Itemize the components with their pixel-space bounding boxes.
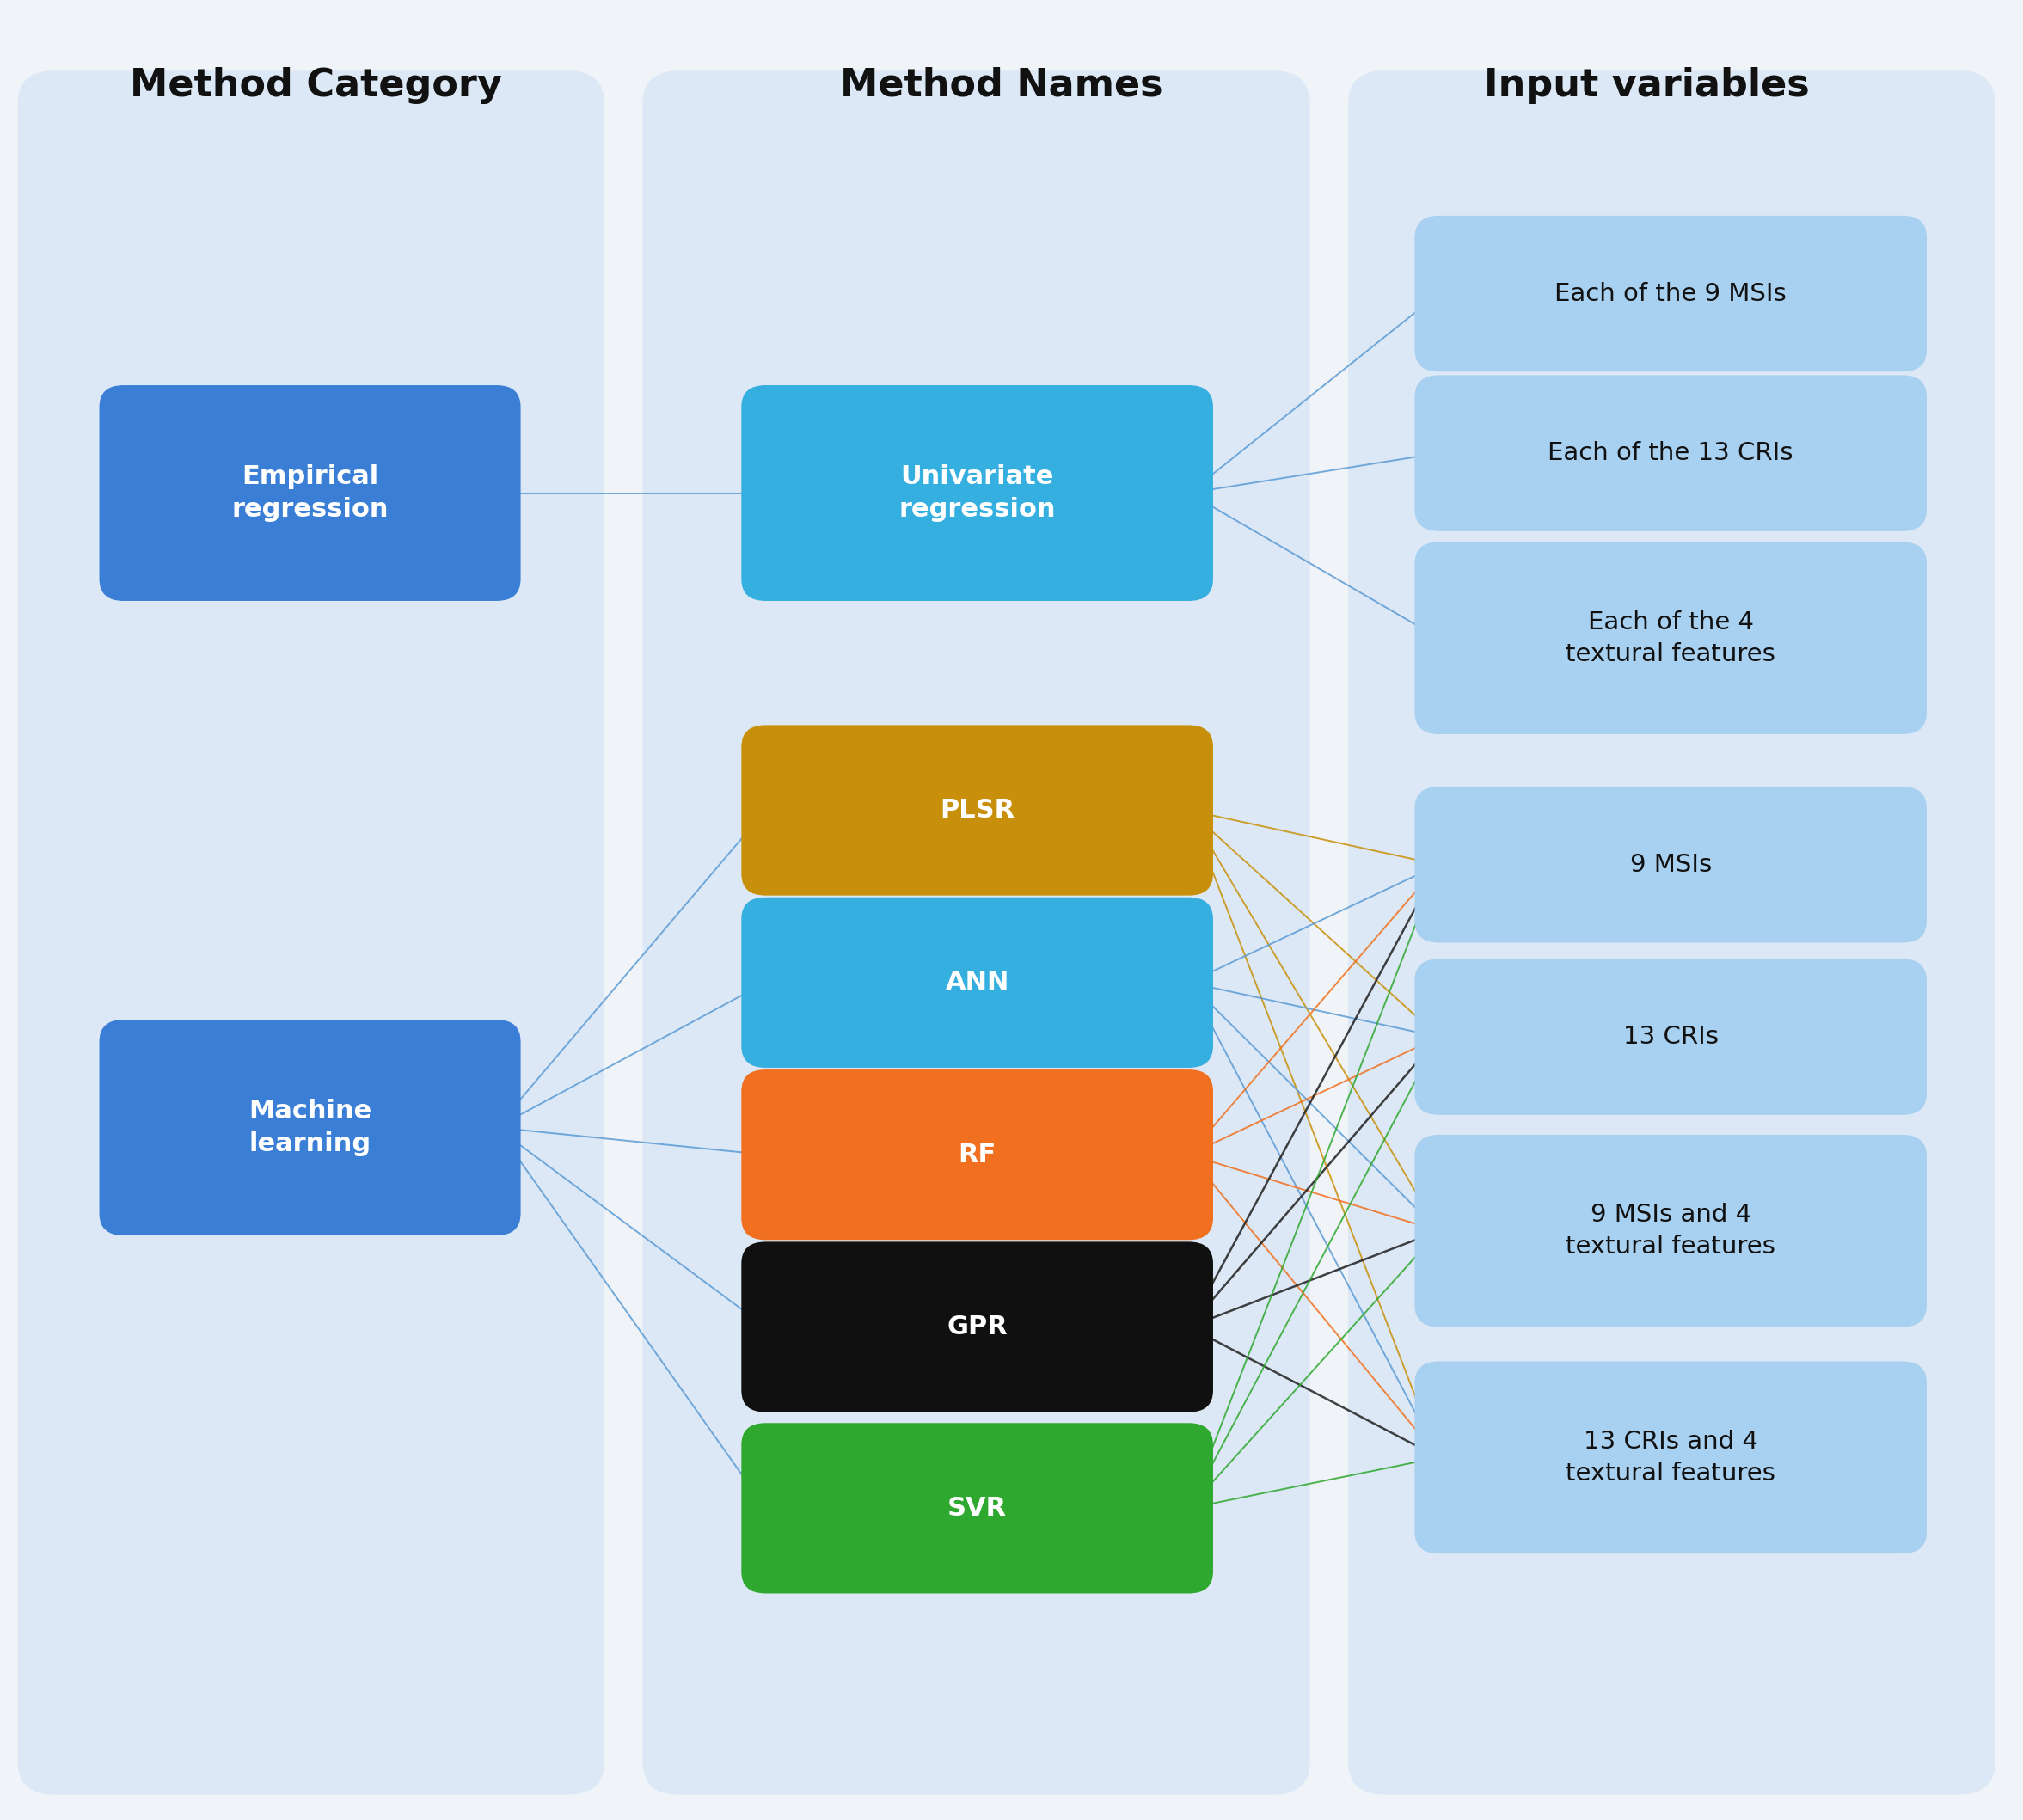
Text: Empirical
regression: Empirical regression	[231, 464, 388, 522]
FancyBboxPatch shape	[1414, 959, 1926, 1116]
FancyBboxPatch shape	[740, 1241, 1214, 1412]
FancyBboxPatch shape	[99, 1019, 520, 1236]
Text: Input variables: Input variables	[1483, 67, 1809, 104]
Text: PLSR: PLSR	[941, 797, 1016, 823]
Text: 13 CRIs: 13 CRIs	[1622, 1025, 1718, 1048]
Text: ANN: ANN	[945, 970, 1009, 996]
Text: 9 MSIs: 9 MSIs	[1631, 852, 1711, 877]
Text: Machine
learning: Machine learning	[249, 1099, 372, 1156]
Text: 9 MSIs and 4
textural features: 9 MSIs and 4 textural features	[1566, 1203, 1776, 1259]
FancyBboxPatch shape	[1414, 1136, 1926, 1327]
FancyBboxPatch shape	[1414, 375, 1926, 531]
Text: Method Category: Method Category	[129, 67, 502, 104]
FancyBboxPatch shape	[1414, 542, 1926, 733]
FancyBboxPatch shape	[1347, 71, 1995, 1795]
Text: Each of the 9 MSIs: Each of the 9 MSIs	[1556, 282, 1786, 306]
FancyBboxPatch shape	[740, 1423, 1214, 1594]
FancyBboxPatch shape	[99, 386, 520, 601]
FancyBboxPatch shape	[18, 71, 605, 1795]
FancyBboxPatch shape	[740, 386, 1214, 601]
FancyBboxPatch shape	[740, 1070, 1214, 1239]
Text: Method Names: Method Names	[840, 67, 1163, 104]
FancyBboxPatch shape	[643, 71, 1309, 1795]
FancyBboxPatch shape	[1414, 1361, 1926, 1554]
Text: Each of the 13 CRIs: Each of the 13 CRIs	[1548, 440, 1794, 466]
Text: 13 CRIs and 4
textural features: 13 CRIs and 4 textural features	[1566, 1431, 1776, 1485]
FancyBboxPatch shape	[1414, 217, 1926, 371]
FancyBboxPatch shape	[740, 724, 1214, 895]
Text: Univariate
regression: Univariate regression	[898, 464, 1056, 522]
FancyBboxPatch shape	[740, 897, 1214, 1068]
FancyBboxPatch shape	[1414, 786, 1926, 943]
Text: GPR: GPR	[947, 1314, 1007, 1340]
Text: RF: RF	[959, 1143, 995, 1167]
Text: SVR: SVR	[947, 1496, 1007, 1522]
Text: Each of the 4
textural features: Each of the 4 textural features	[1566, 610, 1776, 666]
